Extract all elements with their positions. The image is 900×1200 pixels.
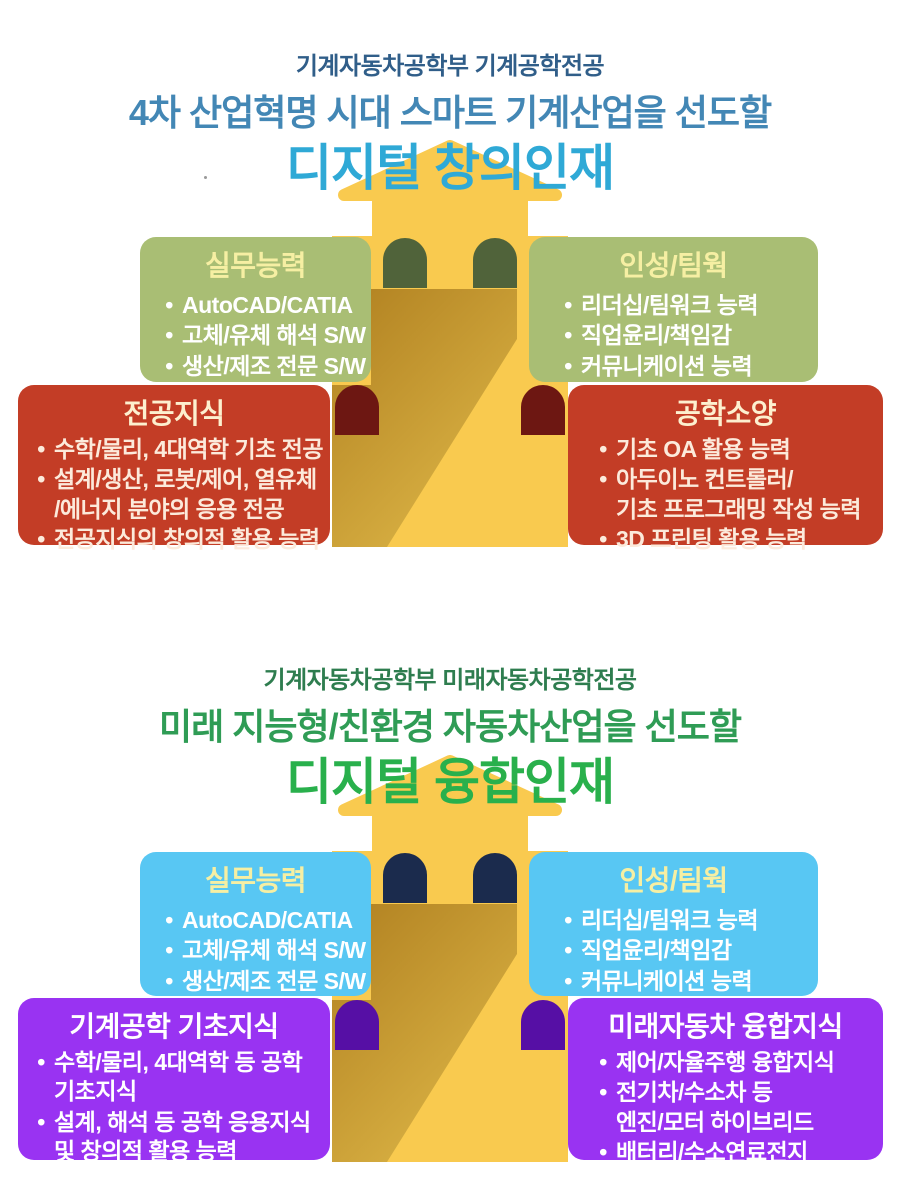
section2-headline-line2: 디지털 융합인재	[286, 754, 615, 810]
bullet-list: • 수학/물리, 4대역학 기초 전공 • 설계/생산, 로봇/제어, 열유체 /에…	[18, 435, 330, 555]
section1-subtitle: 기계자동차공학부 기계공학전공	[295, 53, 605, 80]
box-engineering-literacy: 공학소양 • 기초 OA 활용 능력 • 아두이노 컨트롤러/ 기초 프로그래밍 작…	[568, 385, 883, 552]
bullet-list: • 기초 OA 활용 능력 • 아두이노 컨트롤러/ 기초 프로그래밍 작성 능력 …	[568, 435, 883, 555]
list-item: • 수학/물리, 4대역학 등 공학 기초지식	[28, 1048, 330, 1107]
list-item: • 제어/자율주행 융합지식	[590, 1048, 883, 1077]
up-arrow-graphic-1	[332, 140, 568, 547]
section1-headline-line2: 디지털 창의인재	[286, 140, 615, 196]
bullet-list: • 리더십/팀워크 능력 • 직업윤리/책임감 • 커뮤니케이션 능력	[529, 291, 818, 381]
bullet-icon: •	[599, 466, 607, 493]
arch-row2-right	[521, 385, 565, 435]
bullet-icon: •	[599, 436, 607, 462]
bullet-icon: •	[564, 937, 572, 964]
arch-row2-right	[521, 1000, 565, 1050]
bullet-icon: •	[564, 352, 572, 379]
up-arrow-graphic-2	[332, 755, 568, 1162]
list-item: • 기초 OA 활용 능력	[590, 435, 883, 464]
bullet-icon: •	[599, 1079, 607, 1106]
arch-row1-right	[473, 853, 517, 903]
bullet-icon: •	[37, 436, 45, 462]
bullet-icon: •	[564, 967, 572, 994]
print-speck	[204, 176, 207, 179]
list-item: • 배터리/수소연료전지	[590, 1138, 883, 1167]
list-item: • 리더십/팀워크 능력	[555, 291, 818, 320]
bullet-list: • AutoCAD/CATIA • 고체/유체 해석 S/W • 생산/제조 전문 S…	[140, 291, 371, 381]
arch-row1-left	[383, 853, 427, 903]
arrow-shaft-upper	[372, 192, 528, 240]
section1-headline-line1: 4차 산업혁명 시대 스마트 기계산업을 선도할	[128, 92, 772, 133]
box-title: 공학소양	[674, 398, 777, 429]
section2-subtitle: 기계자동차공학부 미래자동차공학전공	[263, 667, 637, 694]
box-title: 실무능력	[204, 250, 307, 281]
list-item: • AutoCAD/CATIA	[156, 291, 371, 320]
bullet-list: • 제어/자율주행 융합지식 • 전기차/수소차 등 엔진/모터 하이브리드 • 배터…	[568, 1048, 883, 1168]
box-mech-basic-knowledge: 기계공학 기초지식 • 수학/물리, 4대역학 등 공학 기초지식 • 설계, 해석…	[18, 998, 330, 1164]
list-item: • 고체/유체 해석 S/W	[156, 936, 371, 965]
section2-headline-line1: 미래 지능형/친환경 자동차산업을 선도할	[158, 706, 742, 747]
list-item: • 아두이노 컨트롤러/ 기초 프로그래밍 작성 능력	[590, 465, 883, 524]
bullet-icon: •	[37, 1049, 45, 1075]
box-title: 인성/팀웍	[619, 250, 728, 281]
bullet-icon: •	[165, 907, 173, 933]
list-item: • 생산/제조 전문 S/W	[156, 967, 371, 996]
bullet-icon: •	[165, 352, 173, 379]
bullet-icon: •	[599, 1049, 607, 1075]
bullet-list: • 리더십/팀워크 능력 • 직업윤리/책임감 • 커뮤니케이션 능력	[529, 906, 818, 996]
list-item: • 3D 프린팅 활용 능력	[590, 525, 883, 554]
box-title: 인성/팀웍	[619, 865, 728, 896]
bullet-list: • 수학/물리, 4대역학 등 공학 기초지식 • 설계, 해석 등 공학 응용지식…	[18, 1048, 330, 1167]
bullet-icon: •	[599, 1139, 607, 1166]
box-title: 미래자동차 융합지식	[608, 1011, 843, 1042]
bullet-icon: •	[37, 466, 45, 493]
list-item: • 생산/제조 전문 S/W	[156, 352, 371, 381]
list-item: • 직업윤리/책임감	[555, 936, 818, 965]
list-item: • AutoCAD/CATIA	[156, 906, 371, 935]
list-item: • 설계/생산, 로봇/제어, 열유체 /에너지 분야의 응용 전공	[28, 465, 330, 524]
arrow-shade-fold	[332, 904, 517, 1162]
bullet-icon: •	[599, 526, 607, 553]
bullet-icon: •	[165, 967, 173, 994]
box-title: 전공지식	[123, 398, 225, 429]
list-item: • 고체/유체 해석 S/W	[156, 321, 371, 350]
bullet-icon: •	[165, 937, 173, 964]
box-practical-skills-1: 실무능력 • AutoCAD/CATIA • 고체/유체 해석 S/W • 생산/제조…	[140, 237, 371, 382]
list-item: • 수학/물리, 4대역학 기초 전공	[28, 435, 330, 464]
arrow-shaft-upper	[372, 807, 528, 855]
list-item: • 커뮤니케이션 능력	[555, 352, 818, 381]
box-major-knowledge: 전공지식 • 수학/물리, 4대역학 기초 전공 • 설계/생산, 로봇/제어, 열…	[18, 385, 330, 552]
bullet-icon: •	[37, 1108, 45, 1135]
arch-row2-left	[335, 1000, 379, 1050]
bullet-icon: •	[165, 292, 173, 318]
arch-row2-left	[335, 385, 379, 435]
bullet-icon: •	[37, 526, 45, 553]
bullet-list: • AutoCAD/CATIA • 고체/유체 해석 S/W • 생산/제조 전문 S…	[140, 906, 371, 996]
box-character-teamwork-2: 인성/팀웍 • 리더십/팀워크 능력 • 직업윤리/책임감 • 커뮤니케이션 능력	[529, 852, 818, 996]
list-item: • 직업윤리/책임감	[555, 321, 818, 350]
box-title: 실무능력	[204, 865, 307, 896]
box-future-car-knowledge: 미래자동차 융합지식 • 제어/자율주행 융합지식 • 전기차/수소차 등 엔진/모…	[568, 998, 883, 1165]
bullet-icon: •	[165, 322, 173, 349]
box-practical-skills-2: 실무능력 • AutoCAD/CATIA • 고체/유체 해석 S/W • 생산/제조…	[140, 852, 371, 996]
box-title: 기계공학 기초지식	[69, 1011, 279, 1042]
list-item: • 전공지식의 창의적 활용 능력	[28, 525, 330, 554]
bullet-icon: •	[564, 292, 572, 318]
list-item: • 전기차/수소차 등 엔진/모터 하이브리드	[590, 1078, 883, 1137]
arch-row1-right	[473, 238, 517, 288]
box-character-teamwork-1: 인성/팀웍 • 리더십/팀워크 능력 • 직업윤리/책임감 • 커뮤니케이션 능력	[529, 237, 818, 382]
bullet-icon: •	[564, 907, 572, 933]
arrow-shade-fold	[332, 289, 517, 547]
list-item: • 리더십/팀워크 능력	[555, 906, 818, 935]
list-item: • 설계, 해석 등 공학 응용지식 및 창의적 활용 능력	[28, 1108, 330, 1167]
arch-row1-left	[383, 238, 427, 288]
list-item: • 커뮤니케이션 능력	[555, 967, 818, 996]
bullet-icon: •	[564, 322, 572, 349]
